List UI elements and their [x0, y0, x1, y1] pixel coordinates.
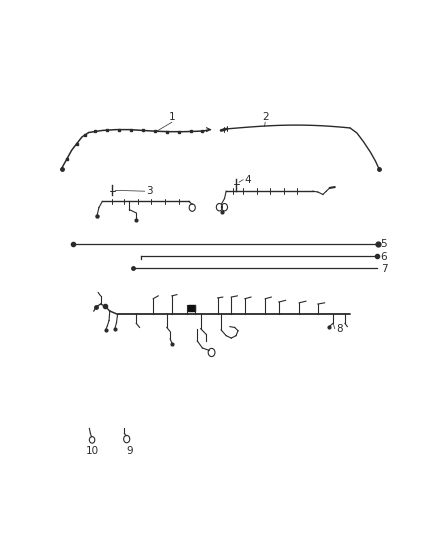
Text: 5: 5: [381, 239, 387, 249]
Text: 9: 9: [126, 447, 133, 456]
Bar: [188, 305, 195, 311]
Text: 10: 10: [85, 447, 99, 456]
Text: 8: 8: [336, 324, 343, 334]
Text: 1: 1: [169, 112, 175, 122]
Text: 6: 6: [381, 252, 387, 262]
Text: 4: 4: [245, 175, 251, 185]
Text: 3: 3: [146, 186, 153, 196]
Text: 2: 2: [262, 112, 268, 122]
Text: 7: 7: [381, 264, 387, 274]
